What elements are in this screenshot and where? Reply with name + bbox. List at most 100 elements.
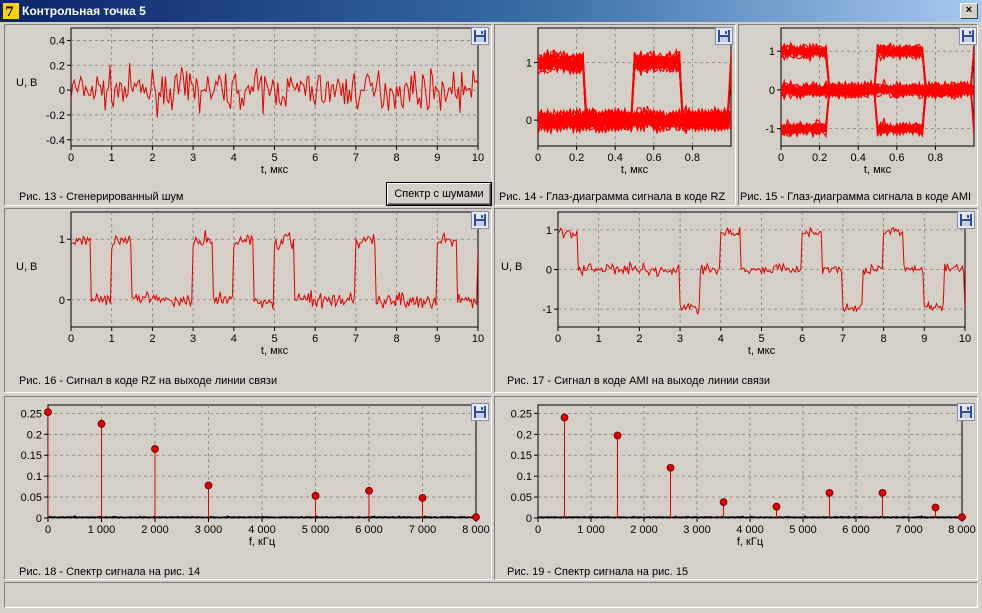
x-axis-label: f, кГц <box>249 536 276 548</box>
rz-signal-line <box>71 230 478 310</box>
save-noise-icon[interactable] <box>471 27 489 45</box>
y-tick-label: 0.1 <box>517 471 532 483</box>
x-tick-label: 1 000 <box>88 524 116 536</box>
save-spec-ami-icon[interactable] <box>957 403 975 421</box>
y-tick-label: 0 <box>526 115 532 127</box>
y-tick-label: 0.05 <box>511 492 532 504</box>
panel-spec-rz <box>4 396 492 580</box>
floppy-glyph <box>718 30 730 42</box>
y-tick-label: 0.1 <box>27 471 42 483</box>
x-tick-label: 0.4 <box>851 152 866 164</box>
spectrum-with-noise-button[interactable]: Спектр с шумами <box>386 182 492 206</box>
spectrum-point <box>931 503 940 512</box>
x-tick-label: 6 000 <box>355 524 383 536</box>
save-rz-out-icon[interactable] <box>471 211 489 229</box>
chart-spec_rz: 0 1 000 2 000 3 000 4 000 5 000 6 000 7 000 8 00… <box>21 404 490 548</box>
save-spec-rz-icon[interactable] <box>471 403 489 421</box>
eye-trace <box>538 50 731 135</box>
x-tick-label: 7 000 <box>895 524 923 536</box>
series-spec_ami <box>538 417 962 518</box>
spectrum-point <box>365 486 373 495</box>
y-axis-label: U, В <box>501 261 522 273</box>
x-tick-label: 5 <box>271 152 277 164</box>
chart-rz_out: 0 1 2 3 4 5 6 7 8 9 10 0 1 t, мкс U, В <box>16 211 484 357</box>
status-bar <box>4 582 978 608</box>
y-tick-label: 0 <box>546 265 552 277</box>
x-axis-label: t, мкс <box>261 164 289 176</box>
x-tick-label: 7 000 <box>409 524 437 536</box>
x-tick-label: 0.2 <box>812 152 827 164</box>
x-tick-label: 6 000 <box>842 524 870 536</box>
series-noise <box>71 63 478 118</box>
x-tick-label: 2 <box>149 333 155 345</box>
floppy-glyph <box>962 30 974 42</box>
x-tick-label: 0 <box>68 333 74 345</box>
floppy-glyph <box>474 30 486 42</box>
x-tick-label: 7 <box>840 333 846 345</box>
x-axis-label: t, мкс <box>261 345 289 357</box>
y-tick-label: 0 <box>769 85 775 97</box>
caption-fig17: Рис. 17 - Сигнал в коде AMI на выходе ли… <box>507 375 770 387</box>
ami-signal-line <box>558 226 965 315</box>
panel-noise <box>4 24 492 206</box>
y-tick-label: 0 <box>59 295 65 307</box>
y-tick-label: 0.05 <box>21 492 42 504</box>
x-axis-label: t, мкс <box>864 164 892 176</box>
close-button[interactable]: × <box>960 3 978 19</box>
x-tick-label: 9 <box>434 333 440 345</box>
x-tick-label: 3 000 <box>683 524 711 536</box>
series-ami_out <box>558 226 965 315</box>
x-tick-label: 5 000 <box>789 524 817 536</box>
x-tick-label: 10 <box>959 333 971 345</box>
chart-ami_out: 0 1 2 3 4 5 6 7 8 9 10 -1 0 1 t, мкс U, В <box>501 211 971 357</box>
spectrum-point <box>613 431 622 440</box>
noise-line <box>71 63 478 118</box>
chart-eye_ami: 0 0.2 0.4 0.6 0.8 -1 0 1 t, мкс <box>765 27 975 176</box>
y-axis-label: U, В <box>16 77 37 89</box>
eye-trace <box>781 81 974 138</box>
y-tick-label: 0 <box>59 85 65 97</box>
x-tick-label: 4 000 <box>736 524 764 536</box>
spectrum-point <box>44 408 52 417</box>
x-tick-label: 0.8 <box>685 152 700 164</box>
x-axis-label: t, мкс <box>748 345 776 357</box>
save-ami-out-icon[interactable] <box>957 211 975 229</box>
save-eye-ami-icon[interactable] <box>959 27 977 45</box>
x-tick-label: 7 <box>353 152 359 164</box>
x-tick-label: 8 000 <box>462 524 490 536</box>
series-eye_ami <box>781 41 974 139</box>
y-tick-label: 0.25 <box>511 408 532 420</box>
eye-trace <box>781 42 974 98</box>
spectrum-point <box>560 413 569 422</box>
x-tick-label: 0.6 <box>889 152 904 164</box>
y-tick-label: -1 <box>765 124 775 136</box>
x-tick-label: 0 <box>535 152 541 164</box>
chart-eye_rz: 0 0.2 0.4 0.6 0.8 0 1 t, мкс <box>526 27 732 176</box>
save-eye-rz-icon[interactable] <box>715 27 733 45</box>
y-tick-label: -0.2 <box>46 110 65 122</box>
x-tick-label: 0 <box>68 152 74 164</box>
x-tick-label: 2 000 <box>141 524 169 536</box>
title-bar: 7 Контрольная точка 5 × <box>0 0 982 22</box>
spectrum-point <box>472 513 480 522</box>
x-tick-label: 6 <box>312 333 318 345</box>
x-tick-label: 6 <box>799 333 805 345</box>
x-tick-label: 8 000 <box>948 524 976 536</box>
x-tick-label: 2 <box>636 333 642 345</box>
svg-text:7: 7 <box>5 5 14 19</box>
x-tick-label: 0.4 <box>608 152 623 164</box>
y-tick-label: 0 <box>36 513 42 525</box>
spectrum-point <box>772 502 781 511</box>
spectrum-point <box>97 419 106 428</box>
x-tick-label: 1 000 <box>577 524 605 536</box>
x-tick-label: 5 <box>271 333 277 345</box>
eye-trace <box>538 50 731 135</box>
x-tick-label: 0.2 <box>569 152 584 164</box>
x-tick-label: 2 <box>149 152 155 164</box>
x-tick-label: 9 <box>434 152 440 164</box>
x-tick-label: 1 <box>109 333 115 345</box>
series-rz_out <box>71 230 478 310</box>
noise-floor <box>538 515 962 518</box>
x-axis-label: f, кГц <box>737 536 764 548</box>
